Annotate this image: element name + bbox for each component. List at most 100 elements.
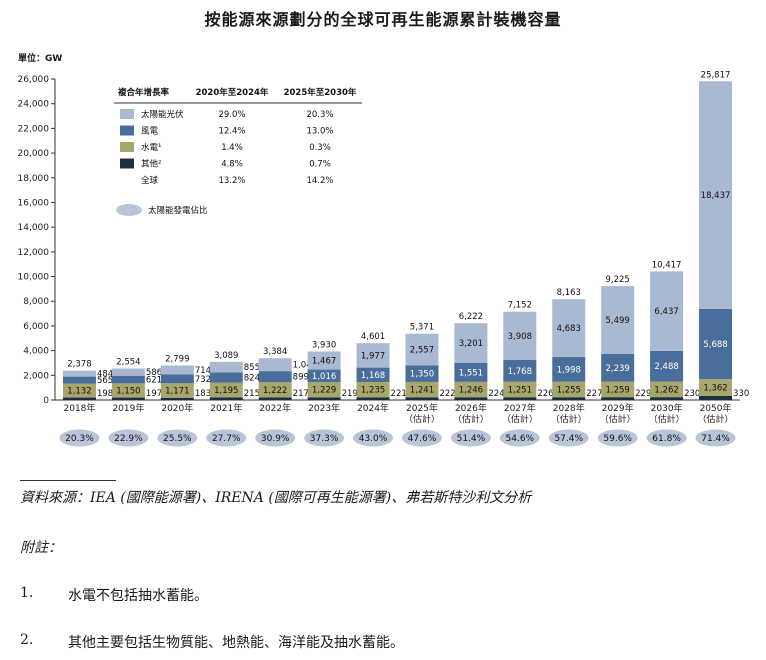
x-tick-label: 2023年	[308, 402, 340, 414]
total-label: 10,417	[652, 260, 682, 270]
data-label: 1,150	[116, 386, 140, 396]
data-label: 229	[635, 389, 651, 399]
total-label: 2,799	[165, 354, 189, 364]
solar-share-value: 57.4%	[554, 434, 583, 444]
bar-segment-other	[699, 395, 733, 400]
legend-entry: 太陽能光伏	[141, 109, 184, 120]
unit-label: 單位：GW	[18, 54, 63, 64]
x-tick-label: （估計）	[404, 413, 440, 425]
bar-segment-wind	[503, 359, 537, 382]
solar-share-oval	[695, 429, 736, 447]
bar-segment-solar	[356, 343, 390, 368]
total-label: 7,152	[508, 301, 532, 311]
solar-share-value: 27.7%	[212, 434, 241, 444]
data-label: 197	[146, 389, 162, 399]
legend-cagr-a: 1.4%	[221, 143, 243, 153]
source-divider	[20, 480, 116, 481]
bar-segment-hydro	[503, 381, 537, 398]
solar-share-oval	[646, 429, 687, 447]
bar-segment-hydro	[258, 382, 292, 398]
solar-share-value: 20.3%	[65, 434, 94, 444]
x-tick-label: 2022年	[259, 402, 291, 414]
x-tick-label: 2021年	[210, 402, 242, 414]
solar-share-oval	[108, 429, 149, 447]
note-number: 1.	[20, 585, 34, 601]
solar-share-value: 61.8%	[652, 434, 681, 444]
solar-share-oval	[59, 429, 100, 447]
data-label: 1,362	[703, 384, 727, 394]
legend-entry: 風電	[141, 127, 159, 137]
x-tick-label: 2026年	[455, 402, 487, 414]
data-label: 18,437	[701, 191, 731, 201]
bar-segment-wind	[62, 376, 96, 384]
data-label: 221	[391, 389, 407, 399]
x-tick-label: （估計）	[502, 413, 538, 425]
data-label: 5,499	[606, 316, 630, 326]
solar-share-value: 59.6%	[603, 434, 632, 444]
note-text: 其他主要包括生物質能、地熱能、海洋能及抽水蓄能。	[68, 635, 404, 651]
bar-segment-other	[160, 397, 194, 400]
bar-segment-wind	[356, 367, 390, 383]
bar-segment-hydro	[62, 383, 96, 398]
data-label: 4,683	[557, 324, 581, 334]
legend-oval-swatch	[116, 204, 142, 216]
bar-segment-hydro	[699, 379, 733, 396]
legend-cagr-b: 0.3%	[309, 143, 331, 153]
total-label: 3,930	[312, 340, 336, 350]
data-label: 1,255	[557, 385, 581, 395]
y-tick-label: 26,000	[18, 75, 50, 85]
notes-heading: 附註：	[20, 540, 62, 556]
bar-segment-hydro	[405, 381, 439, 398]
bar-segment-hydro	[307, 382, 341, 398]
solar-share-oval	[255, 429, 296, 447]
total-label: 6,222	[459, 312, 483, 322]
data-label: 1,047	[293, 361, 317, 371]
total-label: 4,601	[361, 332, 385, 342]
x-tick-label: （估計）	[551, 413, 587, 425]
data-label: 1,998	[557, 365, 581, 375]
bar-segment-other	[650, 397, 684, 400]
legend-swatch	[120, 125, 134, 136]
total-label: 3,089	[214, 351, 238, 361]
y-tick-label: 10,000	[18, 273, 50, 283]
legend-swatch	[120, 158, 134, 169]
legend-header: 2020年至2024年	[196, 87, 269, 98]
bar-segment-solar	[209, 361, 243, 373]
data-label: 5,688	[703, 340, 727, 350]
solar-share-oval	[206, 429, 247, 447]
y-tick-label: 0	[43, 396, 49, 406]
legend-cagr-b: 14.2%	[306, 176, 333, 186]
data-label: 621	[146, 376, 162, 386]
x-tick-label: （估計）	[649, 413, 685, 425]
bar-segment-hydro	[650, 381, 684, 398]
bar-segment-wind	[454, 362, 488, 382]
legend-background	[110, 80, 364, 200]
bar-segment-solar	[650, 271, 684, 351]
data-label: 1,229	[312, 386, 336, 396]
x-tick-label: 2020年	[161, 402, 193, 414]
data-label: 230	[684, 389, 700, 399]
data-label: 1,259	[606, 385, 630, 395]
data-label: 1,195	[214, 386, 238, 396]
bar-segment-wind	[111, 375, 145, 384]
legend-cagr-b: 13.0%	[306, 127, 333, 137]
total-label: 8,163	[557, 288, 581, 298]
data-label: 1,235	[361, 386, 385, 396]
solar-share-oval	[450, 429, 491, 447]
bar-segment-other	[307, 397, 341, 400]
data-label: 183	[195, 389, 211, 399]
data-label: 1,262	[654, 385, 678, 395]
total-label: 2,554	[116, 357, 140, 367]
data-label: 1,551	[459, 368, 483, 378]
data-label: 824	[244, 374, 260, 384]
data-label: 565	[97, 376, 113, 386]
legend-cagr-b: 20.3%	[306, 110, 333, 120]
y-tick-label: 4,000	[23, 347, 49, 357]
bar-segment-hydro	[356, 382, 390, 398]
bar-segment-solar	[160, 365, 194, 375]
source-text: 資料來源：IEA (國際能源署)、IRENA (國際可再生能源署)、弗若斯特沙利…	[20, 490, 532, 506]
solar-share-value: 47.6%	[408, 434, 437, 444]
legend-cagr-a: 13.2%	[218, 176, 245, 186]
solar-share-value: 51.4%	[457, 434, 486, 444]
data-label: 226	[537, 389, 553, 399]
